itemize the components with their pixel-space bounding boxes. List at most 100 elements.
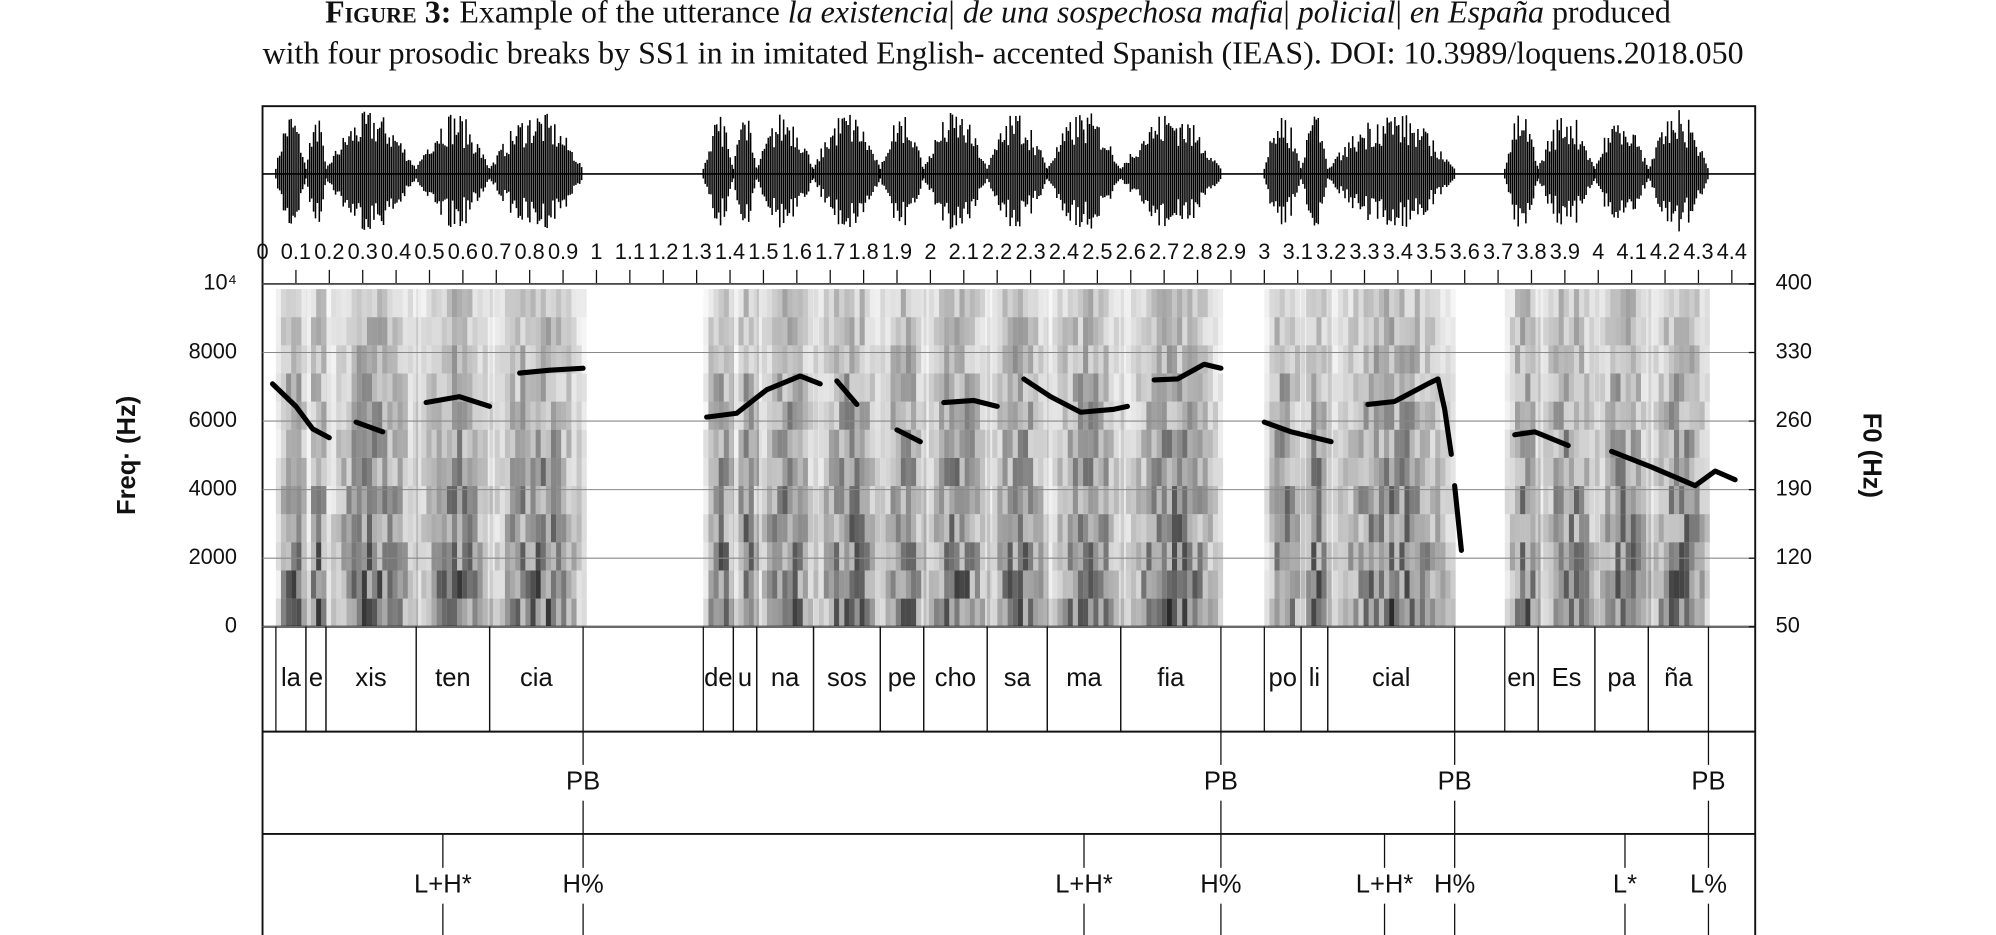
spectrogram-cell [1113,373,1119,402]
spectrogram-cell [916,486,922,515]
spectrogram-cell [576,457,582,487]
spectrogram-cell [703,542,709,571]
spectrogram-cell [1120,317,1126,346]
spectrogram-cell [1321,598,1327,627]
spectrogram-cell [1653,514,1659,543]
spectrogram-cell [1679,289,1685,318]
syllable-label: li [1309,664,1320,692]
spectrogram-cell [949,373,955,402]
spectrogram-cell [331,542,337,571]
x-tick-label: 3.6 [1450,239,1480,264]
spectrogram-cell [1668,289,1674,318]
spectrogram-cell [880,542,886,571]
spectrogram-cell [525,429,531,458]
spectrogram-cell [1389,401,1395,430]
spectrogram-cell [467,598,473,627]
spectrogram-cell [426,486,432,515]
spectrogram-cell [451,289,458,318]
spectrogram-cell [761,373,768,402]
spectrogram-cell [864,486,870,515]
spectrogram-cell [457,457,463,487]
spectrogram-cell [1295,598,1301,627]
spectrogram-cell [772,345,778,374]
spectrogram-cell [412,514,419,543]
spectrogram-cell [743,457,749,487]
spectrogram-cell [939,345,945,374]
spectrogram-cell [1017,457,1023,487]
spectrogram-cell [1689,514,1695,543]
spectrogram-cell [556,542,562,571]
spectrogram-cell [1600,514,1606,543]
x-tick-label: 3.8 [1516,239,1546,264]
spectrogram-cell [1146,542,1152,571]
spectrogram-cell [1553,429,1559,458]
spectrogram-cell [974,289,980,318]
spectrogram-cell [1435,457,1441,487]
spectrogram-cell [1161,570,1167,599]
spectrogram-cell [923,345,929,374]
spectrogram-cell [1187,401,1193,430]
spectrogram-cell [545,514,551,543]
spectrogram-cell [1295,429,1301,458]
spectrogram-cell [545,486,551,515]
spectrogram-cell [1663,542,1669,571]
spectrogram-cell [738,373,744,402]
x-tick-label: 2.6 [1116,239,1146,264]
spectrogram-cell [753,598,759,627]
spectrogram-cell [954,598,960,627]
spectrogram-cell [1558,486,1564,515]
spectrogram-cell [1131,373,1137,402]
spectrogram-cell [997,514,1003,543]
spectrogram-cell [1218,570,1224,599]
spectrogram-cell [772,570,778,599]
spectrogram-cell [1300,457,1306,487]
spectrogram-cell [1131,570,1137,599]
spectrogram-cell [772,429,778,458]
spectrogram-cell [1684,401,1690,430]
spectrogram-cell [421,401,427,430]
spectrogram-cell [1202,570,1208,599]
spectrogram-cell [1668,373,1674,402]
spectrogram-cell [341,570,347,599]
spectrogram-cell [416,429,422,458]
spectrogram-cell [1327,401,1333,430]
spectrogram-cell [703,429,709,458]
spectrogram-cell [844,317,850,346]
y2-tick-label: 120 [1776,544,1812,569]
spectrogram-cell [336,514,342,543]
spectrogram-cell [1368,345,1374,374]
spectrogram-cell [1300,373,1306,402]
spectrogram-cell [1514,345,1521,374]
spectrogram-cell [1118,429,1124,458]
spectrogram-cell [331,429,337,458]
spectrogram-cell [1430,486,1436,515]
spectrogram-cell [1440,429,1446,458]
spectrogram-cell [1610,429,1616,458]
spectrogram-cell [1125,486,1132,515]
spectrogram-cell [1648,457,1654,487]
spectrogram-cell [1668,598,1674,627]
spectrogram-cell [818,570,824,599]
spectrogram-cell [1197,429,1203,458]
spectrogram-cell [1445,317,1451,346]
spectrogram-cell [1295,486,1301,515]
x-tick-label: 2.7 [1149,239,1179,264]
spectrogram-cell [576,345,582,374]
spectrogram-cell [1409,542,1415,571]
spectrogram-cell [1284,542,1290,571]
spectrogram-cell [581,514,587,543]
spectrogram-cell [1161,289,1167,318]
spectrogram-cell [311,486,317,515]
spectrogram-cell [426,570,432,599]
spectrogram-cell [301,598,307,627]
spectrogram-cell [1520,345,1526,374]
spectrogram-cell [1620,598,1626,627]
spectrogram-cell [316,542,322,571]
spectrogram-cell [1327,570,1333,599]
spectrogram-cell [462,429,468,458]
spectrogram-cell [1284,345,1290,374]
spectrogram-cell [723,345,729,374]
spectrogram-cell [1136,317,1142,346]
spectrogram-cell [992,345,998,374]
spectrogram-cell [1017,598,1023,627]
